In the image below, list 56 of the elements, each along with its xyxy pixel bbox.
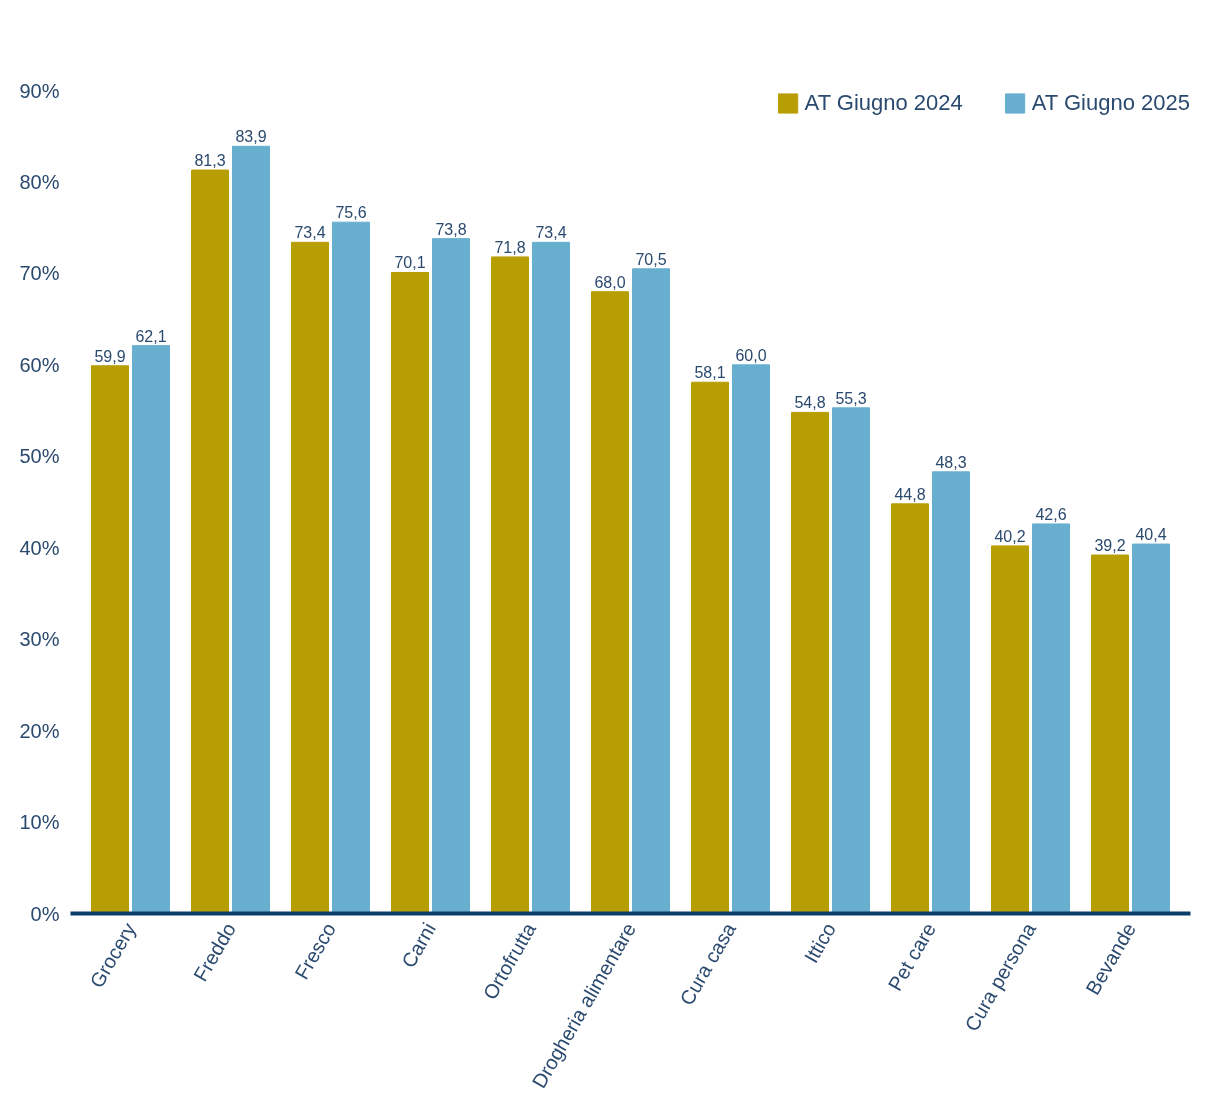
y-tick-label: 90% — [19, 79, 60, 102]
y-tick-label: 40% — [19, 536, 60, 559]
data-label: 58,1 — [694, 364, 726, 382]
data-label: 70,1 — [394, 254, 426, 272]
data-label: 75,6 — [335, 204, 367, 222]
data-label: 81,3 — [194, 152, 226, 170]
data-label: 48,3 — [935, 453, 967, 471]
data-label: 55,3 — [835, 389, 867, 407]
data-label: 44,8 — [894, 485, 926, 503]
data-label: 73,8 — [435, 220, 467, 238]
bar — [391, 271, 429, 914]
data-label: 68,0 — [594, 273, 626, 291]
bar — [932, 471, 970, 914]
bar — [291, 241, 329, 914]
bar — [591, 291, 629, 914]
data-label: 40,2 — [994, 527, 1026, 545]
data-label: 59,9 — [94, 347, 126, 365]
legend-label: AT Giugno 2024 — [804, 90, 963, 116]
bar — [1091, 554, 1129, 914]
y-tick-label: 60% — [19, 353, 60, 376]
bar — [191, 169, 229, 914]
data-label: 73,4 — [294, 224, 326, 242]
bar — [991, 545, 1029, 914]
bar — [91, 365, 129, 914]
bar — [491, 256, 529, 914]
data-label: 71,8 — [494, 238, 526, 256]
bar — [691, 381, 729, 914]
data-label: 83,9 — [235, 128, 267, 146]
data-label: 62,1 — [135, 327, 167, 345]
bar — [532, 241, 570, 914]
data-label: 40,4 — [1135, 526, 1167, 544]
data-label: 70,5 — [635, 250, 667, 268]
y-tick-label: 10% — [19, 811, 60, 834]
bar — [232, 145, 270, 914]
y-tick-label: 30% — [19, 628, 60, 651]
y-tick-label: 20% — [19, 719, 60, 742]
legend-label: AT Giugno 2025 — [1031, 90, 1190, 116]
data-label: 60,0 — [735, 346, 767, 364]
bar — [1132, 543, 1170, 914]
bar — [1032, 523, 1070, 914]
bar — [132, 345, 170, 914]
bar — [432, 238, 470, 914]
bar — [332, 221, 370, 914]
bar — [732, 364, 770, 914]
y-tick-label: 70% — [19, 262, 60, 285]
y-tick-label: 80% — [19, 170, 60, 193]
bar — [791, 411, 829, 914]
bar — [891, 503, 929, 914]
bar — [632, 268, 670, 914]
data-label: 73,4 — [535, 224, 567, 242]
y-tick-label: 50% — [19, 445, 60, 468]
y-tick-label: 0% — [30, 902, 60, 925]
bar — [832, 407, 870, 914]
data-label: 54,8 — [794, 394, 826, 412]
data-label: 39,2 — [1094, 537, 1126, 555]
data-label: 42,6 — [1035, 505, 1067, 523]
